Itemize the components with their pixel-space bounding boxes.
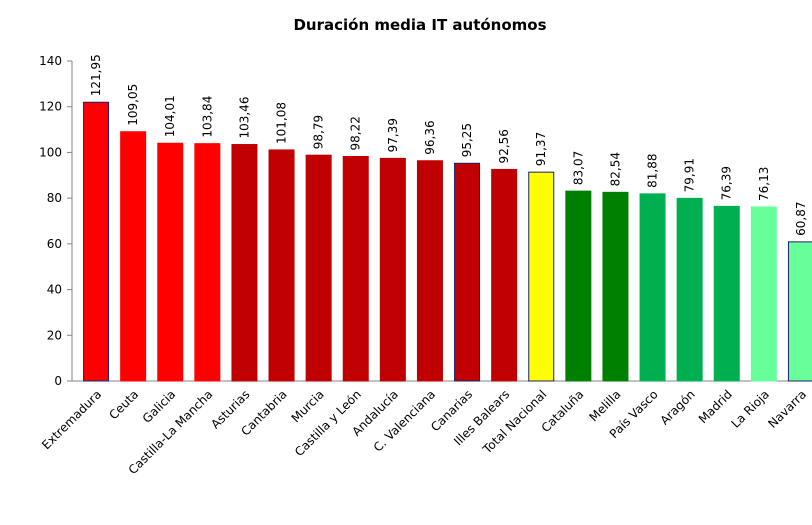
y-tick-label: 40 bbox=[47, 283, 62, 297]
y-tick-label: 140 bbox=[39, 54, 62, 68]
value-label: 76,13 bbox=[757, 167, 771, 201]
y-tick-label: 0 bbox=[54, 374, 62, 388]
value-label: 103,84 bbox=[200, 96, 214, 138]
bar bbox=[194, 143, 221, 382]
bar bbox=[305, 154, 332, 382]
bar bbox=[787, 241, 812, 382]
bar bbox=[454, 162, 481, 382]
value-label: 96,36 bbox=[423, 120, 437, 154]
x-tick-label: Castilla y León bbox=[292, 387, 364, 459]
value-label: 98,22 bbox=[349, 116, 363, 150]
value-label: 109,05 bbox=[126, 84, 140, 126]
bar bbox=[268, 149, 295, 382]
bar bbox=[565, 190, 592, 382]
bar bbox=[231, 144, 258, 382]
x-tick-label: La Rioja bbox=[728, 387, 772, 431]
y-tick-label: 120 bbox=[39, 100, 62, 114]
value-label: 60,87 bbox=[794, 202, 808, 236]
y-tick-label: 60 bbox=[47, 237, 62, 251]
bar bbox=[83, 101, 110, 382]
value-label: 79,91 bbox=[683, 158, 697, 192]
bar bbox=[602, 191, 629, 382]
x-tick-label: Aragón bbox=[657, 387, 697, 427]
bar bbox=[639, 193, 666, 382]
value-label: 81,88 bbox=[646, 153, 660, 187]
bar bbox=[676, 197, 703, 382]
value-label: 92,56 bbox=[497, 129, 511, 163]
y-tick-label: 20 bbox=[47, 328, 62, 342]
bar bbox=[379, 157, 406, 382]
value-label: 91,37 bbox=[534, 132, 548, 166]
value-label: 97,39 bbox=[386, 118, 400, 152]
bar bbox=[528, 171, 555, 382]
value-label: 104,01 bbox=[163, 95, 177, 137]
bar bbox=[750, 206, 777, 382]
x-tick-label: Extremadura bbox=[39, 387, 104, 452]
bar bbox=[416, 160, 443, 382]
value-label: 101,08 bbox=[275, 102, 289, 144]
bar bbox=[491, 168, 518, 382]
y-tick-label: 80 bbox=[47, 191, 62, 205]
x-tick-label: Ceuta bbox=[106, 387, 141, 422]
value-label: 83,07 bbox=[571, 151, 585, 185]
value-label: 95,25 bbox=[460, 123, 474, 157]
chart-title: Duración media IT autónomos bbox=[293, 16, 546, 34]
bar bbox=[342, 155, 369, 382]
value-label: 121,95 bbox=[89, 54, 103, 96]
y-tick-label: 100 bbox=[39, 145, 62, 159]
bar bbox=[120, 131, 147, 382]
x-tick-label: Total Nacional bbox=[480, 387, 550, 457]
value-label: 103,46 bbox=[237, 97, 251, 139]
bar bbox=[713, 205, 740, 382]
bar bbox=[157, 142, 184, 382]
value-label: 98,79 bbox=[312, 115, 326, 149]
value-label: 82,54 bbox=[608, 152, 622, 186]
x-tick-label: Navarra bbox=[765, 387, 809, 431]
value-label: 76,39 bbox=[720, 166, 734, 200]
